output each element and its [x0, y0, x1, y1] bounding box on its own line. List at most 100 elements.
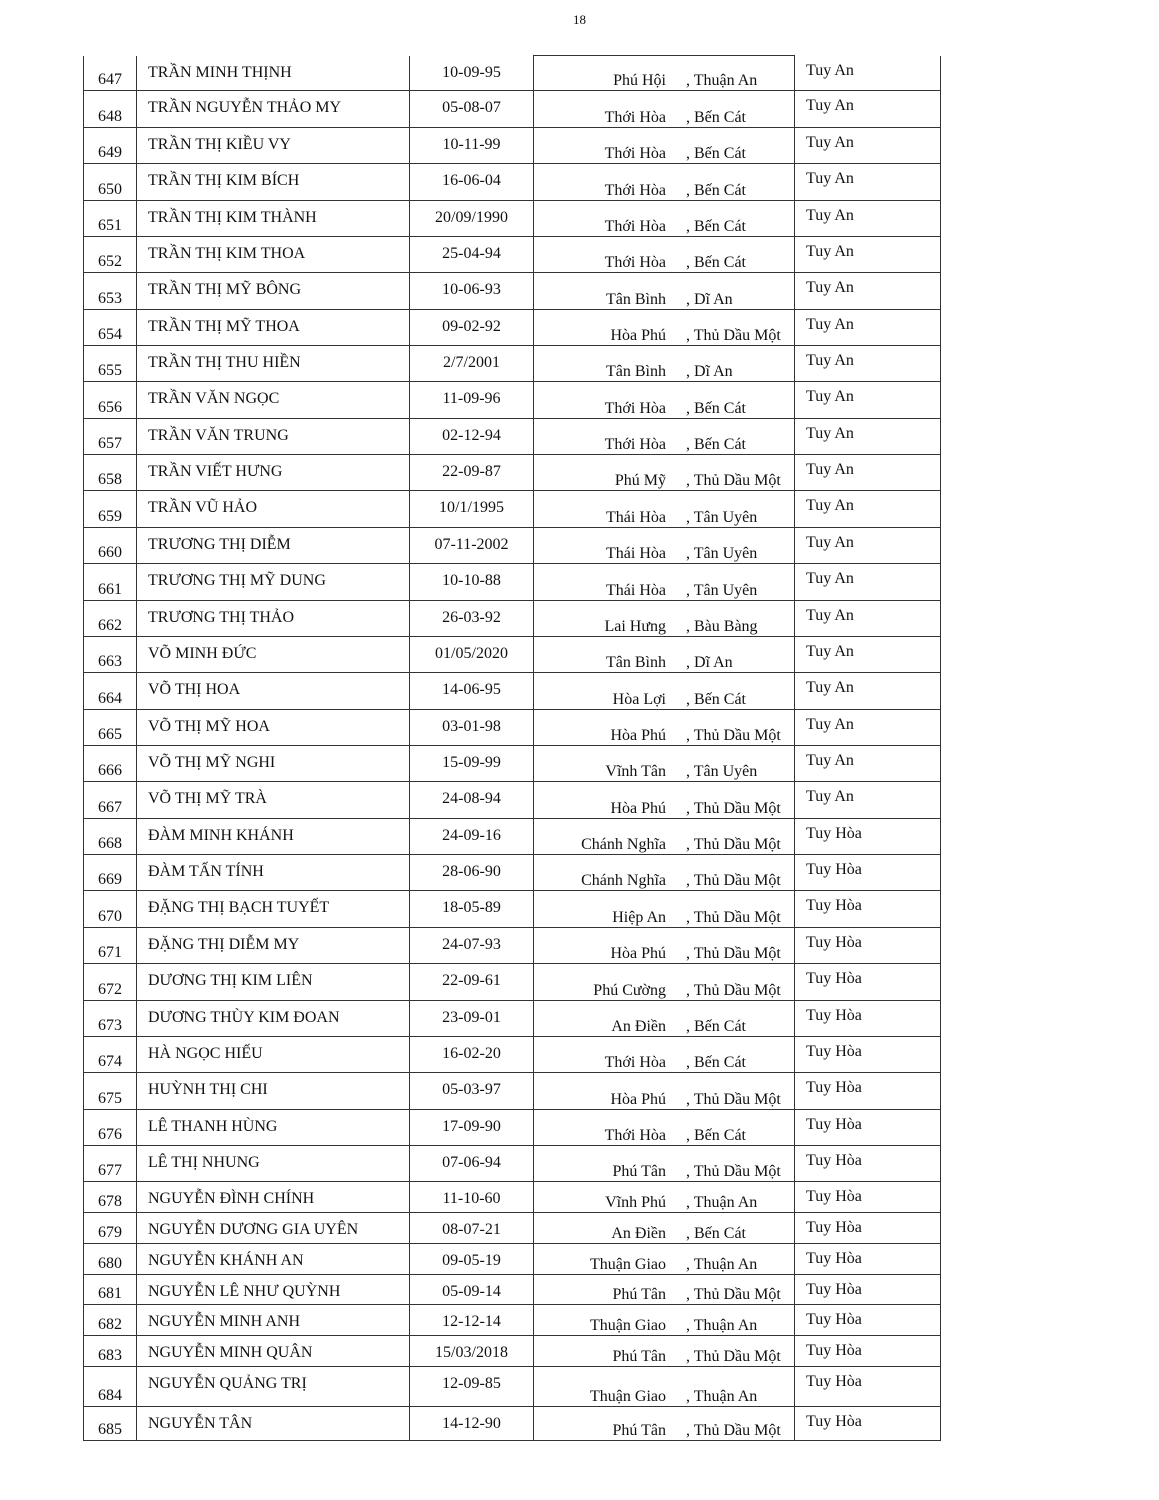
- hometown: Tuy An: [794, 236, 941, 273]
- row-number: 648: [83, 90, 137, 128]
- district: , Thuận An: [686, 1317, 758, 1334]
- row-number: 666: [83, 745, 137, 782]
- full-name: ĐÀM MINH KHÁNH: [136, 818, 410, 855]
- district: , Bến Cát: [686, 109, 746, 126]
- full-name: NGUYỄN TÂN: [136, 1406, 410, 1441]
- full-name: ĐẶNG THỊ DIỄM MY: [136, 927, 410, 964]
- ward: Thới Hòa: [604, 182, 666, 199]
- ward: Thới Hòa: [604, 218, 666, 235]
- row-number: 685: [83, 1406, 137, 1441]
- hometown: Tuy An: [794, 163, 941, 201]
- ward: Hòa Phú: [610, 727, 666, 744]
- table-row: 672 DƯƠNG THỊ KIM LIÊN 22-09-61 Phú Cường , …: [83, 963, 941, 1001]
- address: Thới Hòa , Bến Cát: [533, 236, 795, 273]
- row-number: 663: [83, 636, 137, 673]
- full-name: DƯƠNG THỊ KIM LIÊN: [136, 963, 410, 1001]
- date-of-birth: 20/09/1990: [409, 200, 534, 237]
- full-name: TRƯƠNG THỊ MỸ DUNG: [136, 563, 410, 601]
- row-number: 656: [83, 381, 137, 419]
- full-name: NGUYỄN QUẢNG TRỊ: [136, 1366, 410, 1407]
- address: Tân Bình , Dĩ An: [533, 345, 795, 382]
- ward: Thái Hòa: [606, 509, 666, 526]
- ward: Thái Hòa: [606, 545, 666, 562]
- full-name: NGUYỄN MINH QUÂN: [136, 1335, 410, 1367]
- hometown: Tuy Hòa: [794, 1181, 941, 1213]
- row-number: 683: [83, 1335, 137, 1367]
- hometown: Tuy An: [794, 200, 941, 237]
- district: , Bàu Bàng: [686, 618, 758, 635]
- full-name: TRẦN MINH THỊNH: [136, 55, 410, 91]
- date-of-birth: 07-06-94: [409, 1145, 534, 1182]
- hometown: Tuy Hòa: [794, 1243, 941, 1275]
- district: , Bến Cát: [686, 1054, 746, 1071]
- hometown: Tuy Hòa: [794, 1274, 941, 1305]
- full-name: VÕ THỊ MỸ TRÀ: [136, 781, 410, 819]
- district: , Thủ Dầu Một: [686, 945, 781, 962]
- address: Thới Hòa , Bến Cát: [533, 418, 795, 455]
- table-row: 648 TRẦN NGUYỄN THẢO MY 05-08-07 Thới Hòa , …: [83, 90, 941, 128]
- full-name: TRẦN VIẾT HƯNG: [136, 454, 410, 491]
- hometown: Tuy An: [794, 381, 941, 419]
- district: , Thủ Dầu Một: [686, 1163, 781, 1180]
- ward: Thuận Giao: [590, 1256, 666, 1273]
- table-row: 677 LÊ THỊ NHUNG 07-06-94 Phú Tân , Thủ Dầu …: [83, 1145, 941, 1182]
- ward: An Điền: [611, 1225, 666, 1242]
- ward: Hòa Lợi: [612, 691, 666, 708]
- ward: Tân Bình: [606, 363, 666, 380]
- ward: Thuận Giao: [590, 1388, 666, 1405]
- address: Thuận Giao , Thuận An: [533, 1304, 795, 1336]
- table-row: 685 NGUYỄN TÂN 14-12-90 Phú Tân , Thủ Dầu Mộ…: [83, 1406, 941, 1441]
- address: Thuận Giao , Thuận An: [533, 1366, 795, 1407]
- full-name: TRƯƠNG THỊ DIỄM: [136, 527, 410, 564]
- page-number: 18: [573, 12, 586, 27]
- date-of-birth: 16-02-20: [409, 1036, 534, 1073]
- full-name: TRẦN THỊ MỸ BÔNG: [136, 272, 410, 310]
- address: Thới Hòa , Bến Cát: [533, 127, 795, 164]
- ward: Phú Tân: [612, 1348, 666, 1365]
- table-row: 666 VÕ THỊ MỸ NGHI 15-09-99 Vĩnh Tân , Tân U…: [83, 745, 941, 782]
- date-of-birth: 15-09-99: [409, 745, 534, 782]
- hometown: Tuy An: [794, 454, 941, 491]
- table-row: 665 VÕ THỊ MỸ HOA 03-01-98 Hòa Phú , Thủ Dầu…: [83, 709, 941, 746]
- hometown: Tuy An: [794, 345, 941, 382]
- row-number: 649: [83, 127, 137, 164]
- ward: Phú Hội: [613, 72, 666, 89]
- hometown: Tuy An: [794, 272, 941, 310]
- hometown: Tuy Hòa: [794, 1304, 941, 1336]
- full-name: DƯƠNG THÙY KIM ĐOAN: [136, 1000, 410, 1037]
- hometown: Tuy Hòa: [794, 963, 941, 1001]
- full-name: NGUYỄN ĐÌNH CHÍNH: [136, 1181, 410, 1213]
- full-name: TRẦN THỊ THU HIỀN: [136, 345, 410, 382]
- ward: Phú Tân: [612, 1163, 666, 1180]
- date-of-birth: 05-08-07: [409, 90, 534, 128]
- full-name: LÊ THỊ NHUNG: [136, 1145, 410, 1182]
- table-row: 671 ĐẶNG THỊ DIỄM MY 24-07-93 Hòa Phú , Thủ …: [83, 927, 941, 964]
- district: , Thủ Dầu Một: [686, 472, 781, 489]
- table-row: 676 LÊ THANH HÙNG 17-09-90 Thới Hòa , Bến Cá…: [83, 1109, 941, 1146]
- address: Hòa Phú , Thủ Dầu Một: [533, 927, 795, 964]
- date-of-birth: 02-12-94: [409, 418, 534, 455]
- row-number: 655: [83, 345, 137, 382]
- table-row: 663 VÕ MINH ĐỨC 01/05/2020 Tân Bình, Dĩ An T…: [83, 636, 941, 673]
- district: , Tân Uyên: [686, 763, 758, 780]
- row-number: 670: [83, 890, 137, 928]
- table-row: 684 NGUYỄN QUẢNG TRỊ 12-09-85 Thuận Giao , T…: [83, 1366, 941, 1407]
- hometown: Tuy An: [794, 745, 941, 782]
- address: An Điền , Bến Cát: [533, 1212, 795, 1244]
- full-name: NGUYỄN MINH ANH: [136, 1304, 410, 1336]
- table-row: 650 TRẦN THỊ KIM BÍCH 16-06-04 Thới Hòa , Bế…: [83, 163, 941, 201]
- full-name: TRẦN THỊ KIM THOA: [136, 236, 410, 273]
- date-of-birth: 2/7/2001: [409, 345, 534, 382]
- table-row: 669 ĐÀM TẤN TÍNH 28-06-90 Chánh Nghĩa , Thủ …: [83, 854, 941, 891]
- hometown: Tuy Hòa: [794, 818, 941, 855]
- table-row: 682 NGUYỄN MINH ANH 12-12-14 Thuận Giao , Th…: [83, 1304, 941, 1336]
- full-name: VÕ THỊ MỸ HOA: [136, 709, 410, 746]
- date-of-birth: 10/1/1995: [409, 490, 534, 528]
- date-of-birth: 14-12-90: [409, 1406, 534, 1441]
- ward: Thuận Giao: [590, 1317, 666, 1334]
- hometown: Tuy Hòa: [794, 1212, 941, 1244]
- table-row: 670 ĐẶNG THỊ BẠCH TUYẾT 18-05-89 Hiệp An , T…: [83, 890, 941, 928]
- date-of-birth: 24-09-16: [409, 818, 534, 855]
- district: , Dĩ An: [686, 291, 733, 308]
- table-row: 668 ĐÀM MINH KHÁNH 24-09-16 Chánh Nghĩa , Th…: [83, 818, 941, 855]
